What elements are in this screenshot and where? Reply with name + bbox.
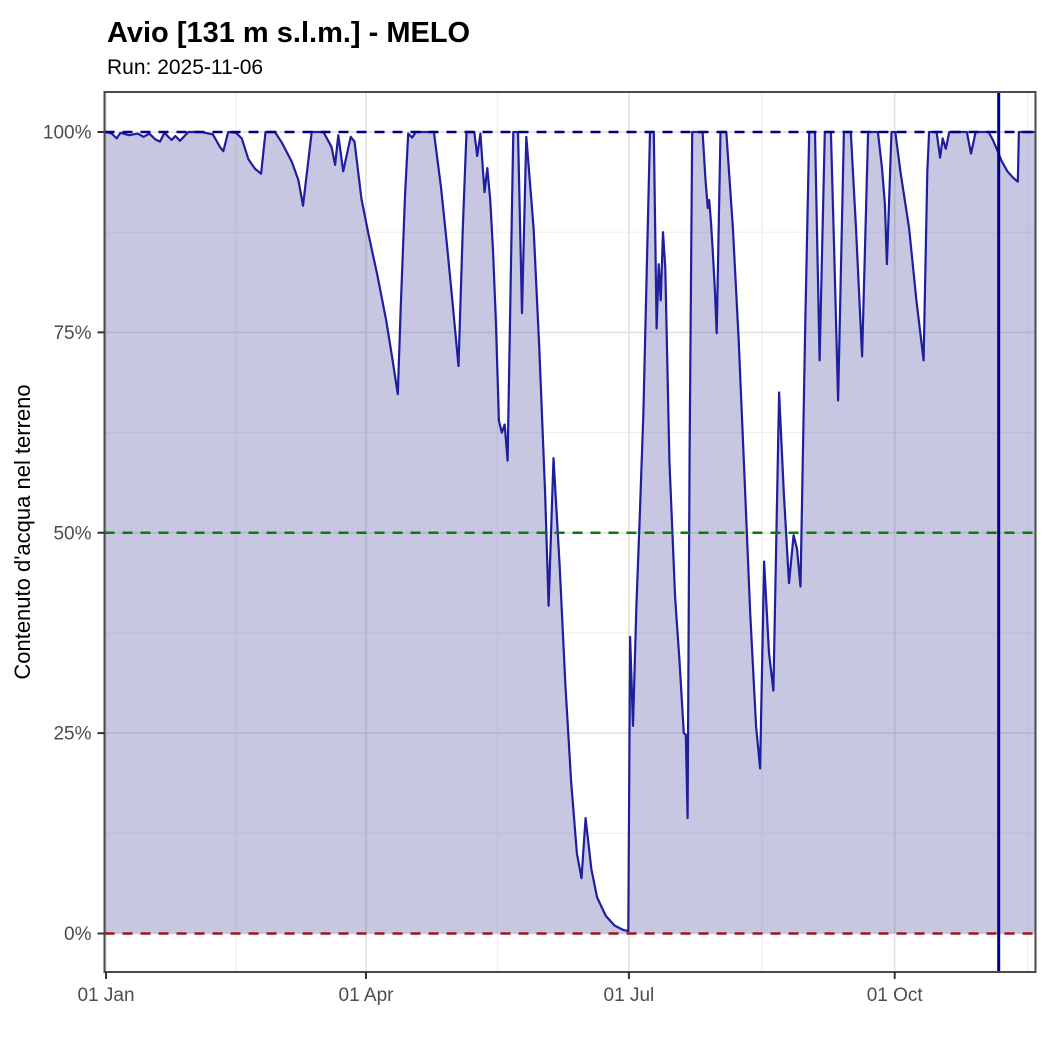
plot-panel: 0% 25% 50% 75% 100% 01 Jan 01 Apr 01 Jul 01 Oct — [43, 91, 1037, 1006]
soil-water-area — [104, 132, 1035, 934]
y-axis-title: Contenuto d'acqua nel terreno — [10, 384, 35, 679]
y-tick-label: 50% — [53, 523, 91, 544]
x-tick-label: 01 Jul — [604, 985, 655, 1006]
x-tick-label: 01 Apr — [339, 985, 395, 1006]
y-tick-label: 25% — [53, 724, 91, 745]
chart-subtitle: Run: 2025-11-06 — [107, 56, 263, 79]
y-tick-label: 100% — [43, 123, 92, 144]
x-tick-label: 01 Oct — [867, 985, 924, 1006]
chart-title: Avio [131 m s.l.m.] - MELO — [107, 17, 470, 49]
soil-water-line — [104, 130, 1035, 933]
y-tick-label: 75% — [53, 323, 91, 344]
y-tick-label: 0% — [64, 924, 92, 945]
x-tick-label: 01 Jan — [77, 985, 134, 1006]
